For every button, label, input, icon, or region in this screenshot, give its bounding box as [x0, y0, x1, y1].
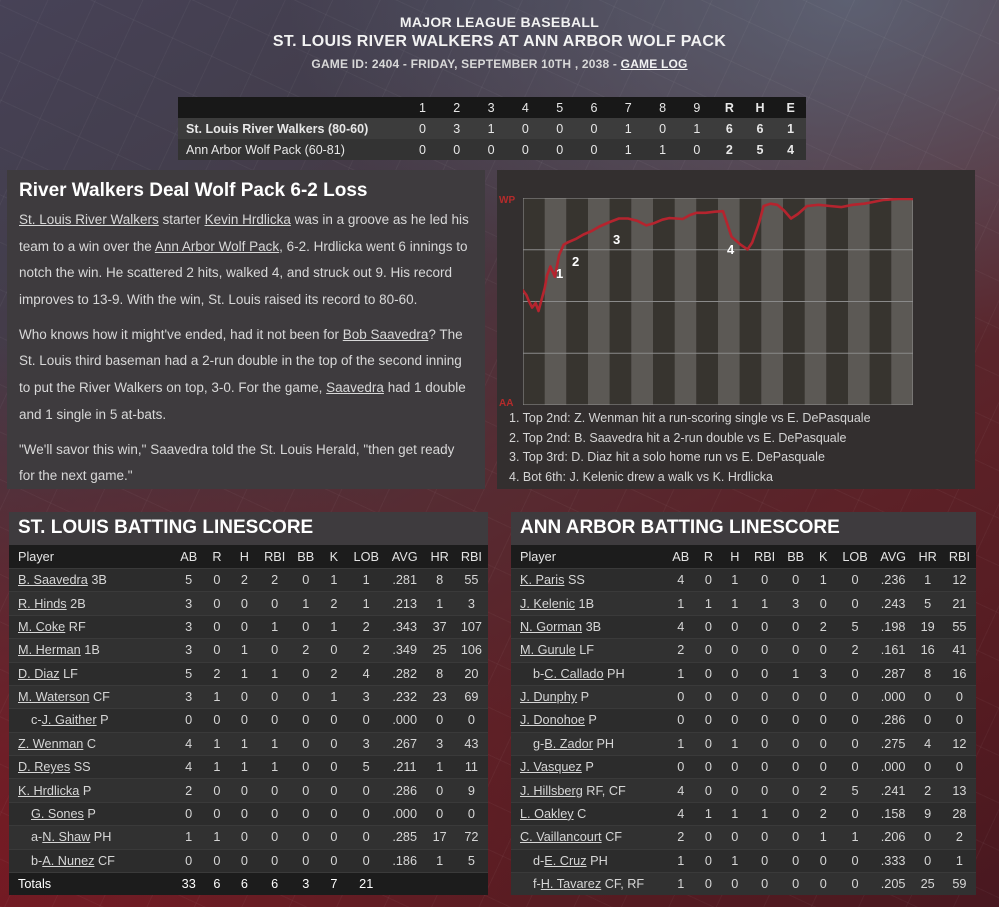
svg-text:2: 2: [572, 254, 579, 269]
svg-text:1: 1: [556, 266, 563, 281]
svg-text:3: 3: [613, 232, 620, 247]
svg-text:4: 4: [727, 242, 735, 257]
